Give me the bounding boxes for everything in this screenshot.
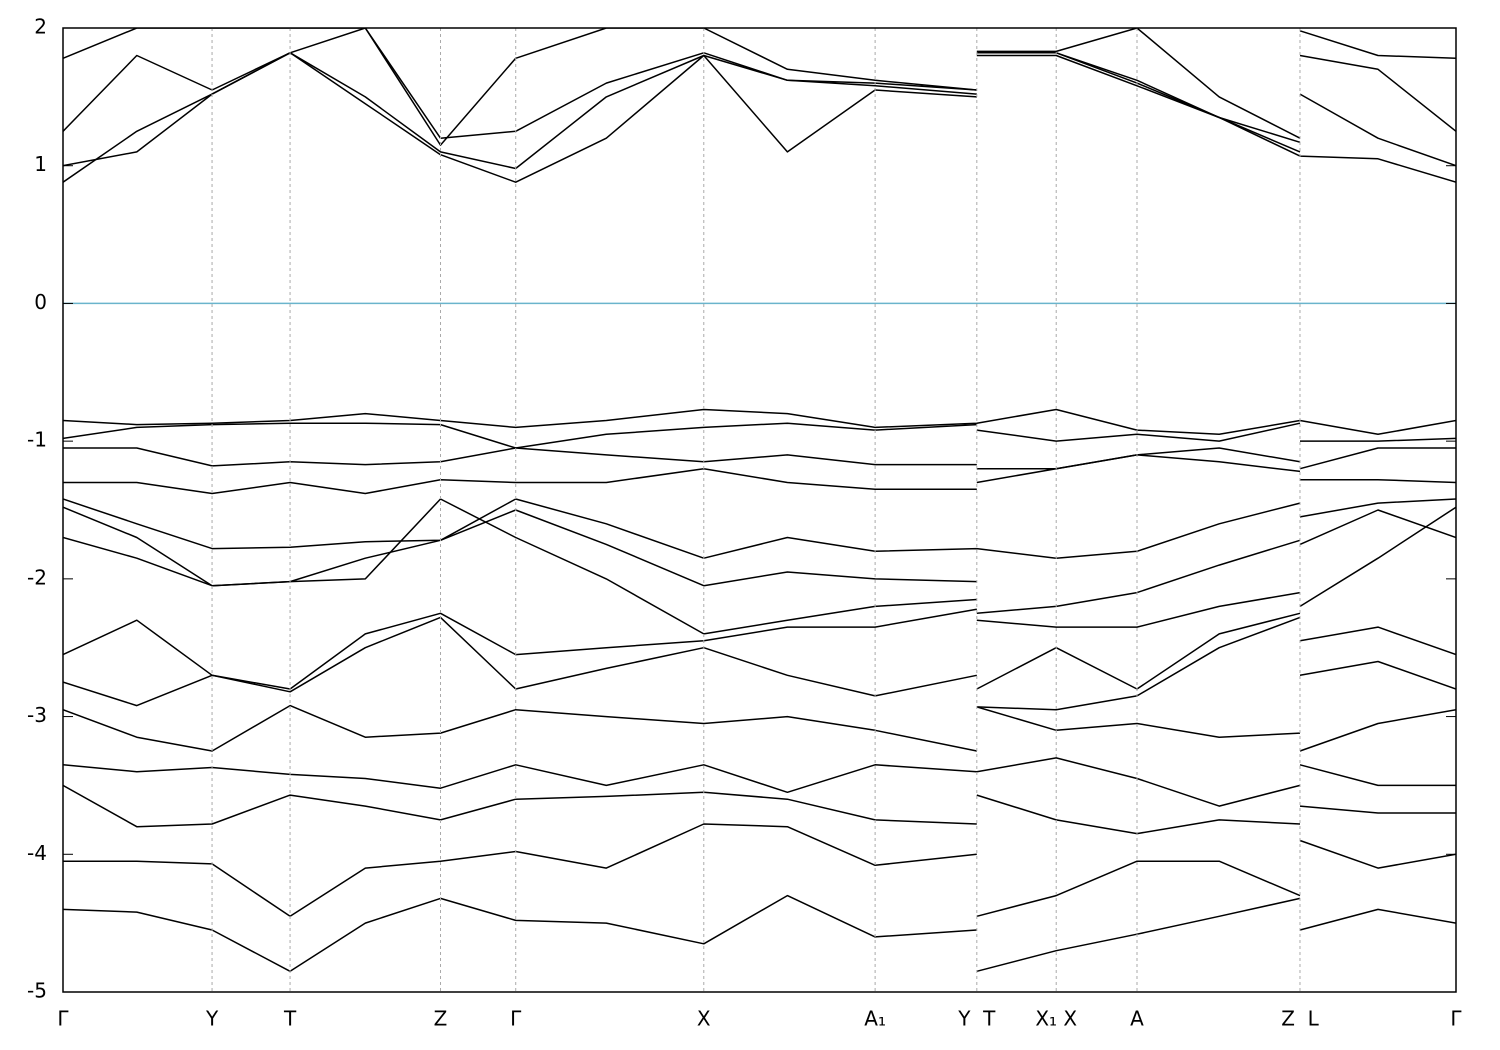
x-tick-label: X₁ X [1035,1007,1077,1031]
band [63,28,1456,144]
y-tick-label: -1 [27,428,47,452]
y-tick-label: -3 [27,703,47,727]
x-tick-label: Y T [957,1007,996,1031]
x-tick-label: Y [205,1007,219,1031]
band [63,498,1456,559]
y-tick-label: 2 [34,15,47,39]
plot-area [63,28,1456,973]
y-tick-label: -2 [27,565,47,589]
x-tick-label: Z L [1281,1007,1319,1031]
y-tick-label: -4 [27,841,47,865]
band [63,509,1456,615]
x-tick-label: T [283,1007,297,1031]
x-tick-label: Γ [1450,1007,1462,1031]
band [63,894,1456,973]
band [63,498,1456,635]
band [63,757,1456,807]
x-tick-label: Z [434,1007,448,1031]
y-tick-label: 1 [34,152,47,176]
y-tick-label: -5 [27,979,47,1003]
band [63,454,1456,495]
plot-frame [62,27,1457,993]
band [63,704,1456,752]
x-tick-label: X [697,1007,711,1031]
band [63,823,1456,918]
x-tick-label: Γ [510,1007,522,1031]
band [63,608,1456,690]
band [63,408,1456,436]
x-tick-label: A₁ [864,1007,886,1031]
band [63,422,1456,449]
x-tick-label: Γ [57,1007,69,1031]
band [63,28,1456,146]
y-tick-label: 0 [34,290,47,314]
x-tick-label: A [1130,1007,1144,1031]
